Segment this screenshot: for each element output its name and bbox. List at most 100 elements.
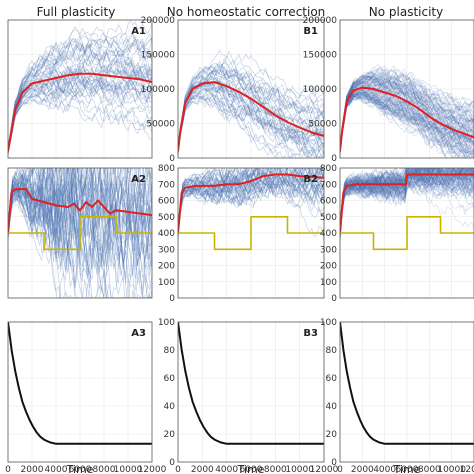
trace-line (178, 171, 324, 232)
trace-line (8, 180, 152, 298)
trace-line (178, 168, 324, 234)
trace-line (8, 168, 152, 298)
axes-frame (339, 321, 474, 463)
trace-line (340, 73, 474, 150)
trace-line (8, 73, 152, 153)
axes-frame (339, 167, 474, 299)
trace-line (340, 92, 474, 154)
trace-line (8, 168, 152, 238)
panel-label: A3 (131, 328, 146, 339)
plot-content (340, 322, 474, 445)
trace-line (340, 85, 474, 153)
trace-line (340, 91, 474, 154)
trace-line (340, 74, 474, 150)
trace-line (340, 168, 474, 232)
y-tick-label: 200000 (303, 16, 338, 26)
trace-line (340, 96, 474, 158)
trace-line (340, 168, 471, 227)
trace-line (340, 168, 466, 227)
trace-line (340, 85, 474, 156)
y-tick-label: 100000 (303, 85, 338, 95)
trace-line (8, 80, 152, 153)
y-tick-label: 50000 (308, 120, 337, 130)
trace-line (340, 171, 474, 235)
trace-line (340, 89, 474, 157)
trace-line (178, 63, 324, 150)
plot-content (178, 168, 324, 251)
x-tick-label: 6000 (396, 465, 419, 474)
trace-line (340, 168, 474, 233)
trace-line (340, 179, 474, 238)
y-tick-label: 0 (331, 458, 337, 468)
trace-line (8, 89, 152, 154)
axes-frame (177, 19, 325, 159)
trace-line (178, 172, 324, 238)
trace-line (340, 89, 474, 155)
trace-line (178, 175, 324, 235)
trace-line (340, 75, 474, 149)
trace-line (340, 69, 474, 150)
trace-line (8, 94, 152, 154)
trace-line (178, 88, 324, 155)
trace-line (178, 80, 324, 153)
trace-line (340, 168, 474, 236)
trace-line (340, 85, 474, 153)
panel-label: B1 (303, 26, 318, 37)
trace-line (8, 66, 152, 151)
trace-line (178, 77, 324, 157)
trace-line (340, 93, 474, 158)
trace-line (178, 49, 324, 148)
trace-line (340, 94, 474, 154)
target-line (178, 216, 324, 251)
trace-line (8, 168, 152, 298)
trace-line (178, 65, 324, 151)
trace-line (340, 168, 474, 228)
trace-line (340, 97, 474, 157)
trace-line (340, 67, 474, 149)
x-tick-label: 12000 (138, 465, 167, 474)
x-axis-label: Time (237, 463, 265, 474)
plot-content (8, 322, 152, 445)
y-tick-label: 300 (320, 245, 337, 255)
trace-line (8, 92, 152, 154)
trace-line (340, 94, 474, 157)
trace-line (8, 77, 152, 154)
trace-line (340, 71, 474, 149)
x-tick-label: 2000 (191, 465, 214, 474)
trace-line (340, 65, 474, 150)
trace-line (340, 95, 474, 154)
trace-line (340, 72, 474, 149)
x-tick-label: 12000 (310, 465, 339, 474)
trace-line (8, 49, 152, 152)
trace-line (340, 75, 474, 150)
trace-line (340, 92, 474, 153)
mean-line (340, 86, 474, 152)
axes-frame (7, 167, 153, 299)
axes-frame (7, 19, 153, 159)
trace-line (178, 170, 324, 234)
trace-line (8, 93, 152, 154)
trace-line (178, 168, 323, 231)
trace-line (8, 177, 152, 272)
trace-line (8, 38, 152, 149)
trace-line (178, 168, 324, 236)
trace-line (8, 84, 152, 153)
trace-line (8, 168, 152, 230)
plot-content (178, 322, 324, 445)
axes-frame (177, 321, 325, 463)
trace-line (8, 68, 152, 152)
x-tick-label: 0 (175, 465, 181, 474)
mean-line (340, 173, 474, 234)
mean-line (178, 81, 324, 152)
trace-line (178, 85, 324, 153)
trace-line (178, 176, 324, 236)
trace-line (8, 168, 152, 259)
trace-line (8, 37, 152, 150)
y-tick-label: 40 (326, 402, 338, 412)
trace-line (178, 168, 324, 229)
trace-line (340, 75, 474, 150)
trace-line (340, 90, 474, 153)
trace-line (8, 73, 152, 153)
trace-line (8, 168, 152, 233)
